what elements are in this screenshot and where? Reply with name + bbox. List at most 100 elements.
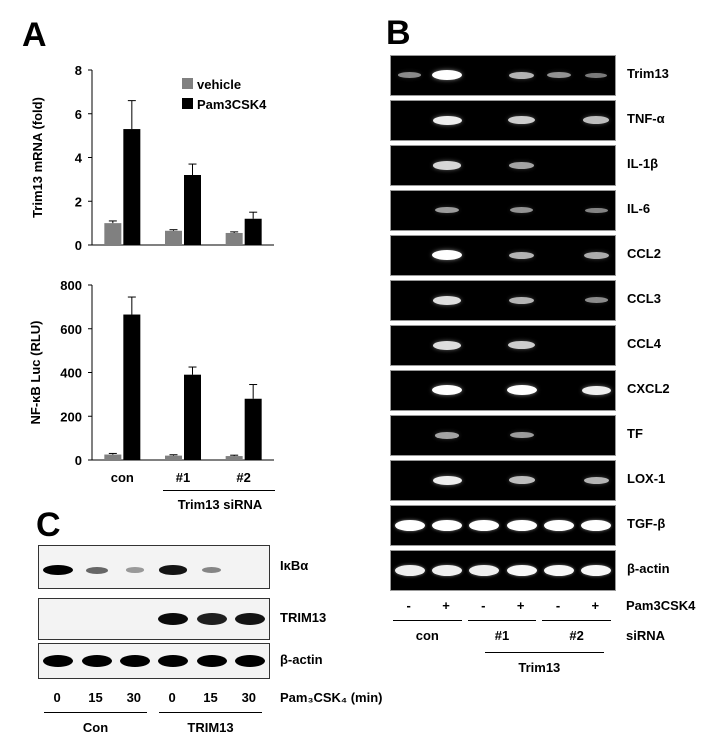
blot-row [38,643,270,679]
blot-band [125,567,144,573]
panel-c-labels: 0 15 30 0 15 30 Pam₃CSK₄ (min) Con TRIM13 [38,690,383,740]
gel-row [390,55,616,96]
blot-band [158,655,189,667]
blot-band [158,613,189,625]
panel-b-gel: Trim13 TNF-α IL-1β IL-6 CCL2 CCL3 CCL4 CXCL2 TF L… [390,55,720,595]
bar-vehicle-2 [165,230,182,245]
y-tick-label: 800 [60,278,82,293]
pam-sign: + [516,598,525,613]
gel-band [544,564,574,576]
gel-gene-label: TF [627,426,643,441]
panel-a-charts: 0 2 4 6 8 Trim13 mRNA (fold) vehicle Pam3CSK4 0 2… [28,63,274,485]
y-tick-label: 200 [60,409,82,424]
blot-band [158,565,188,575]
y-tick-label: 0 [75,453,82,468]
gel-band [508,341,536,350]
gel-band [506,564,537,576]
gel-gene-label: LOX-1 [627,471,666,486]
blot-band [119,655,150,667]
time-label: 0 [168,690,176,705]
blot-band [201,566,222,574]
gel-gene-label: CXCL2 [627,381,670,396]
blot-group-label: Con [82,720,109,735]
gel-band [585,72,608,78]
legend-swatch [182,98,193,109]
gel-band [432,385,462,396]
gel-band [469,519,500,531]
blot-label: IκBα [280,558,309,573]
gel-band [434,431,460,439]
bar-pam3csk4-3 [244,218,262,245]
gel-band [508,476,535,485]
gel-band [509,161,534,169]
blot-band [85,566,108,574]
gel-row [390,505,616,546]
group-bracket [542,620,611,621]
bar-chart-1: 0 2 4 6 8 Trim13 mRNA (fold) vehicle Pam3CSK4 [30,63,274,253]
gel-gene-label: CCL4 [627,336,661,351]
gel-gene-label: β-actin [627,561,670,576]
blot-band [81,655,112,667]
gel-row [390,415,616,456]
panel-b-labels: - + - + - + Pam3CSK4 con #1 #2 siRNA Trim13 [390,598,720,678]
bar-vehicle-3 [225,232,243,245]
pam-sign: + [591,598,600,613]
bar-vehicle-2 [165,455,182,460]
blot-band [234,655,265,667]
gel-band [432,519,462,531]
gel-band [394,564,425,576]
pam-label: Pam3CSK4 [626,598,696,613]
gel-band [432,564,462,576]
bar-pam3csk4-1 [123,314,141,460]
sirna-label: siRNA [626,628,666,643]
trim13-sirna-label: Trim13 siRNA [177,497,263,512]
blot-group-label: TRIM13 [187,720,234,735]
pam-sign: - [481,598,486,613]
gel-band [509,207,534,214]
gel-band [583,116,610,125]
legend-label: Pam3CSK4 [197,97,267,112]
legend-label: vehicle [197,77,241,92]
panel-a-letter: A [22,16,47,54]
gel-band [432,475,462,485]
gel-band [581,564,612,576]
y-axis-label: Trim13 mRNA (fold) [30,97,45,218]
y-axis-label: NF-κB Luc (RLU) [28,320,43,424]
bar-pam3csk4-2 [184,374,201,460]
blot-band [196,655,227,667]
bar-chart-2: 0 200 400 600 800 NF-κB Luc (RLU) con #1 #2 [28,278,274,485]
group-bracket [393,620,462,621]
time-label: 15 [88,690,103,705]
time-label: 30 [126,690,142,705]
bar-vehicle-1 [104,223,122,245]
gel-gene-label: CCL2 [627,246,661,261]
blot-row [38,545,270,589]
gel-band [544,519,574,531]
group-label: #1 [494,628,510,643]
x-tick-label: #2 [236,470,250,485]
blot-label: β-actin [280,652,323,667]
gel-band [506,519,537,531]
gel-row [390,280,616,321]
gel-band [583,476,610,484]
y-tick-label: 2 [75,194,82,209]
x-tick-label: con [111,470,134,485]
time-label: 0 [53,690,61,705]
gel-row [390,235,616,276]
blot-label: TRIM13 [280,610,327,625]
blot-group-bracket [44,712,147,713]
pam-sign: + [442,598,450,613]
blot-band [43,655,74,667]
panel-c-blot: IκBα TRIM13 β-actin [38,545,368,685]
gel-band [469,564,500,576]
gel-gene-label: TNF-α [627,111,665,126]
blot-band [196,613,227,625]
gel-row [390,145,616,186]
gel-band [508,296,535,304]
gel-band [509,432,534,439]
gel-band [432,70,462,81]
bar-pam3csk4-2 [184,175,201,245]
panel-b-letter: B [386,14,411,52]
legend-swatch [182,78,193,89]
trim13-sirna-bracket [163,490,275,491]
